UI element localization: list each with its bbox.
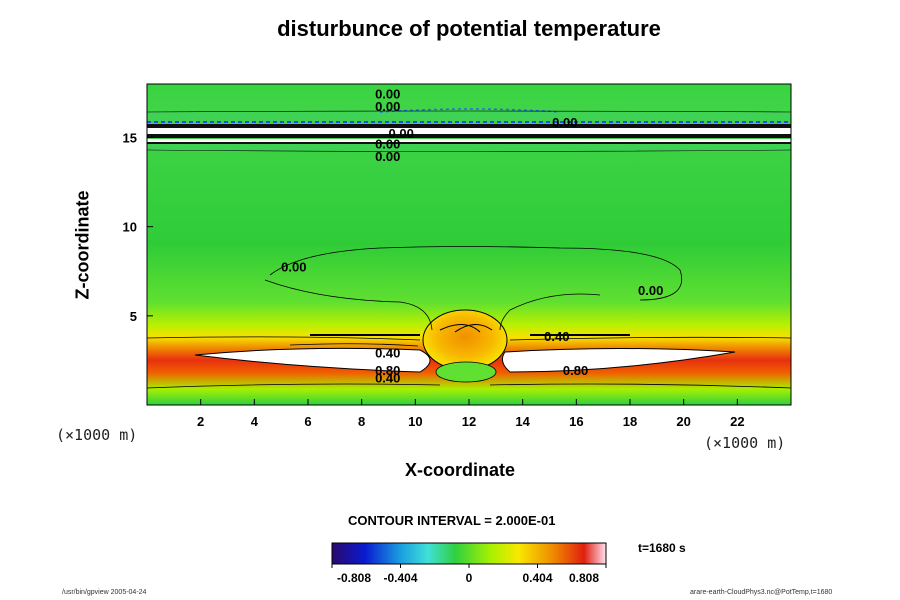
y-tick-label: 5 (130, 309, 137, 324)
colorbar-tick-label: 0 (466, 571, 473, 585)
contour-label: 0.00 (375, 149, 400, 164)
y-tick-label: 10 (123, 220, 137, 235)
x-axis-ticks: 2 4 6 8 10 12 14 16 18 20 22 (197, 399, 745, 429)
x-tick-label: 2 (197, 414, 204, 429)
contour-field (147, 84, 791, 405)
z-unit-label: (×1000 m) (704, 434, 786, 452)
colorbar-tick-label: 0.404 (522, 571, 552, 585)
contour-label: 0.00 (281, 260, 306, 275)
contour-label: 0.40 (375, 370, 400, 385)
colorbar-tick-label: -0.808 (337, 571, 371, 585)
x-tick-label: 12 (462, 414, 476, 429)
contour-label: 0.00 (638, 283, 663, 298)
colorbar-tick-label: 0.808 (569, 571, 599, 585)
colorbar (331, 542, 607, 565)
x-tick-label: 6 (304, 414, 311, 429)
colorbar-tick-label: -0.404 (383, 571, 417, 585)
contour-label: 0.00 (552, 115, 577, 130)
chart-title: disturbunce of potential temperature (277, 16, 661, 41)
y-axis-label: Z-coordinate (72, 190, 93, 300)
y-tick-label: 15 (123, 131, 137, 146)
contour-label: 0.40 (375, 345, 400, 360)
x-tick-label: 18 (623, 414, 637, 429)
footer-command: /usr/bin/gpview 2005-04-24 (62, 589, 147, 596)
contour-label: 0.80 (375, 363, 400, 378)
contour-label: 0.40 (544, 329, 569, 344)
x-tick-label: 14 (515, 414, 530, 429)
x-tick-label: 10 (408, 414, 422, 429)
x-tick-label: 22 (730, 414, 744, 429)
contour-label: 0.00 (375, 87, 400, 102)
x-tick-label: 8 (358, 414, 365, 429)
contour-labels: 0.000.000.000.000.000.000.000.000.400.40… (281, 87, 663, 386)
footer-source: arare-earth-CloudPhys3.nc@PotTemp,t=1680 (690, 589, 833, 596)
contour-label: 0.80 (563, 363, 588, 378)
contour-label: 0.00 (389, 126, 414, 141)
colorbar-ticks: -0.808 -0.404 0 0.404 0.808 (331, 564, 607, 585)
time-label: t=1680 s (638, 541, 686, 555)
x-axis-label: X-coordinate (405, 460, 516, 480)
x-tick-label: 16 (569, 414, 583, 429)
contour-interval-label: CONTOUR INTERVAL = 2.000E-01 (348, 513, 556, 528)
x-unit-label: (×1000 m) (56, 426, 138, 444)
x-tick-label: 20 (676, 414, 690, 429)
y-axis-ticks: 5 10 15 (123, 131, 153, 324)
x-tick-label: 4 (251, 414, 259, 429)
contour-label: 0.00 (375, 99, 400, 114)
contour-label: 0.00 (375, 137, 400, 152)
